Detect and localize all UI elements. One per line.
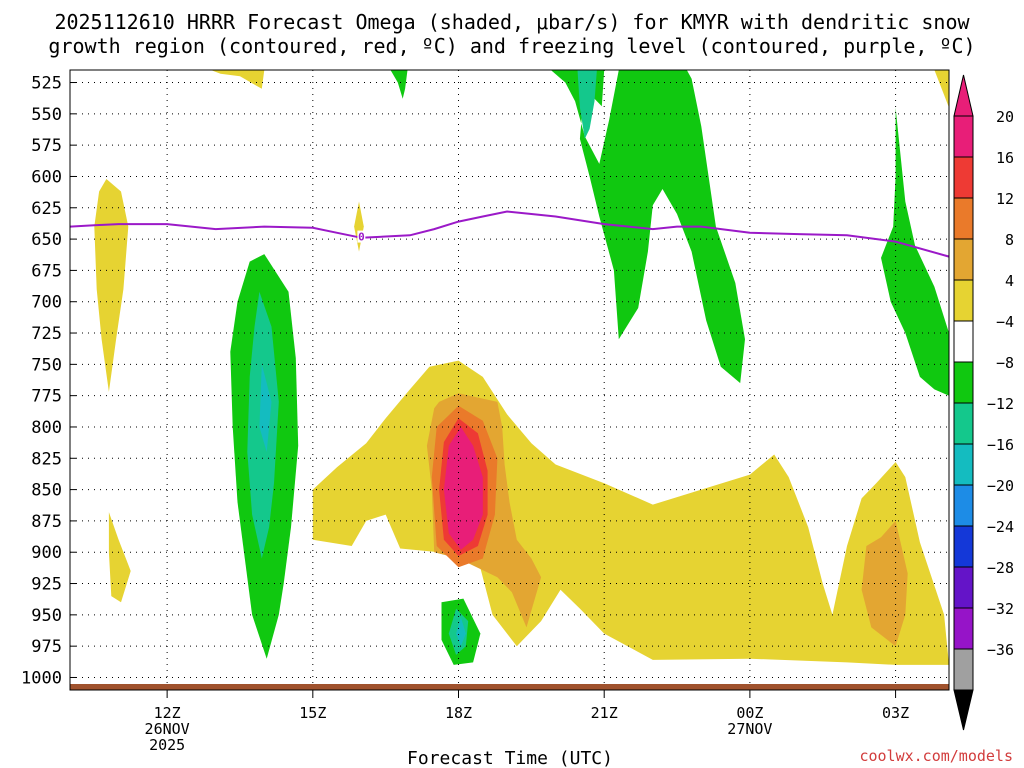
colorbar-swatch-11 bbox=[953, 566, 974, 609]
colorbar-swatch-7 bbox=[953, 402, 974, 445]
y-tick-label-975: 975 bbox=[31, 637, 62, 657]
y-tick-label-875: 875 bbox=[31, 512, 62, 532]
omega-region-20 bbox=[456, 617, 466, 647]
omega-region-10 bbox=[443, 427, 483, 550]
x-tick-label-18-0: 18Z bbox=[445, 704, 472, 722]
chart-title-line-1: 2025112610 HRRR Forecast Omega (shaded, … bbox=[54, 10, 970, 34]
colorbar-label-10: −24 bbox=[987, 518, 1014, 536]
freezing-level-contour: 0 bbox=[70, 210, 949, 258]
colorbar-label-1: 16 bbox=[996, 149, 1014, 167]
colorbar-swatch-12 bbox=[953, 607, 974, 650]
chart-title-line-2: growth region (contoured, red, ºC) and f… bbox=[48, 34, 975, 58]
omega-region-19 bbox=[259, 364, 272, 452]
colorbar-swatch-13 bbox=[953, 648, 974, 691]
omega-region-2 bbox=[210, 70, 265, 89]
omega-region-1 bbox=[108, 512, 131, 603]
colorbar-swatch-4 bbox=[953, 279, 974, 322]
colorbar-label-7: −12 bbox=[987, 395, 1014, 413]
colorbar-label-5: −4 bbox=[996, 313, 1014, 331]
colorbar-swatch-9 bbox=[953, 484, 974, 527]
colorbar-label-3: 8 bbox=[1005, 231, 1014, 249]
y-tick-label-800: 800 bbox=[31, 418, 62, 438]
colorbar-swatch-10 bbox=[953, 525, 974, 568]
credit-text: coolwx.com/models bbox=[859, 747, 1013, 765]
colorbar-label-11: −28 bbox=[987, 559, 1014, 577]
colorbar-top-triangle bbox=[953, 74, 974, 117]
gridlines bbox=[70, 70, 949, 690]
colorbar-label-13: −36 bbox=[987, 641, 1014, 659]
y-tick-label-850: 850 bbox=[31, 481, 62, 501]
colorbar-swatch-6 bbox=[953, 361, 974, 404]
plot-frame bbox=[69, 69, 950, 691]
colorbar-bottom-triangle bbox=[953, 689, 974, 731]
omega-region-13 bbox=[390, 70, 408, 99]
x-tick-label-21-0: 21Z bbox=[591, 704, 618, 722]
ground-strip bbox=[70, 684, 949, 690]
y-tick-label-775: 775 bbox=[31, 387, 62, 407]
y-axis: 525 550 575 600 625 650 675 700 725 750 775 800 825 8… bbox=[21, 74, 76, 688]
y-tick-label-650: 650 bbox=[31, 230, 62, 250]
colorbar-label-4: 4 bbox=[1005, 272, 1014, 290]
colorbar-label-9: −20 bbox=[987, 477, 1014, 495]
colorbar-label-12: −32 bbox=[987, 600, 1014, 618]
omega-region-18 bbox=[577, 70, 597, 139]
y-tick-label-950: 950 bbox=[31, 606, 62, 626]
y-tick-label-675: 675 bbox=[31, 261, 62, 281]
colorbar-label-8: −16 bbox=[987, 436, 1014, 454]
y-tick-label-600: 600 bbox=[31, 167, 62, 187]
y-tick-label-900: 900 bbox=[31, 543, 62, 563]
x-axis-label: Forecast Time (UTC) bbox=[407, 748, 613, 768]
colorbar-swatch-5 bbox=[953, 320, 974, 363]
y-tick-label-725: 725 bbox=[31, 324, 62, 344]
y-tick-label-525: 525 bbox=[31, 74, 62, 94]
y-tick-label-550: 550 bbox=[31, 105, 62, 125]
omega-region-15 bbox=[881, 107, 949, 396]
omega-shading bbox=[94, 70, 949, 665]
y-tick-label-625: 625 bbox=[31, 199, 62, 219]
omega-region-14 bbox=[550, 70, 745, 384]
x-tick-label-24-1: 27NOV bbox=[727, 720, 772, 738]
y-tick-label-925: 925 bbox=[31, 575, 62, 595]
y-tick-label-750: 750 bbox=[31, 355, 62, 375]
y-tick-label-700: 700 bbox=[31, 293, 62, 313]
freezing-level-label-bg bbox=[357, 230, 366, 243]
x-tick-label-27-0: 03Z bbox=[882, 704, 909, 722]
colorbar-legend: 20 16 12 8 4 −4 −8 −12 −16 −20 −24 −28 −32 −36 bbox=[953, 74, 1014, 731]
colorbar-swatch-1 bbox=[953, 156, 974, 199]
colorbar-swatch-0 bbox=[953, 115, 974, 158]
x-tick-label-15-0: 15Z bbox=[299, 704, 326, 722]
y-tick-label-1000: 1000 bbox=[21, 668, 62, 688]
colorbar-swatch-2 bbox=[953, 197, 974, 240]
colorbar-label-6: −8 bbox=[996, 354, 1014, 372]
omega-region-7 bbox=[861, 520, 908, 647]
y-tick-label-575: 575 bbox=[31, 136, 62, 156]
freezing-level-label: 0 bbox=[358, 231, 365, 244]
x-tick-label-12-1: 26NOV bbox=[145, 720, 190, 738]
x-tick-label-24-0: 00Z bbox=[736, 704, 763, 722]
omega-region-5 bbox=[934, 70, 949, 108]
colorbar-label-2: 12 bbox=[996, 190, 1014, 208]
x-tick-label-12-0: 12Z bbox=[154, 704, 181, 722]
freezing-level-line bbox=[70, 210, 949, 258]
omega-region-3 bbox=[354, 201, 364, 252]
colorbar-swatch-8 bbox=[953, 443, 974, 486]
colorbar-swatch-3 bbox=[953, 238, 974, 281]
colorbar-label-0: 20 bbox=[996, 108, 1014, 126]
omega-region-4 bbox=[312, 360, 949, 665]
x-tick-label-12-2: 2025 bbox=[149, 736, 185, 754]
ground-surface bbox=[70, 684, 949, 690]
omega-region-0 bbox=[94, 179, 129, 392]
y-tick-label-825: 825 bbox=[31, 449, 62, 469]
